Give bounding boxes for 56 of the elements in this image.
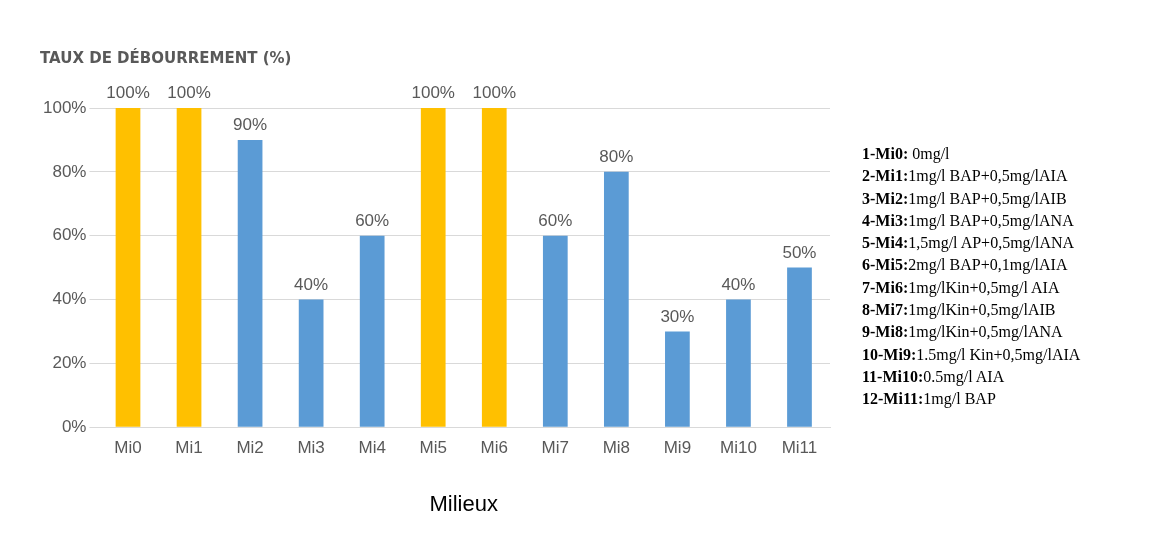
data-label: 100% xyxy=(167,83,211,103)
data-label: 30% xyxy=(660,306,695,326)
text: 4-Mi3:1mg/l BAP+0,5mg/lANA xyxy=(862,210,1075,232)
bar xyxy=(420,108,446,427)
x-tick-label: Mi10 xyxy=(720,438,757,458)
bar xyxy=(359,235,385,427)
text: 10-Mi9:1.5mg/l Kin+0,5mg/lAIA xyxy=(862,344,1081,366)
chart-title: TAUX DE DÉBOURREMENT (%) xyxy=(40,47,292,67)
data-label: 60% xyxy=(538,210,573,230)
data-label: 80% xyxy=(599,147,634,167)
x-tick-label: Mi11 xyxy=(781,438,818,458)
bar xyxy=(237,139,263,427)
bar xyxy=(603,171,629,427)
text: 5-Mi4:1,5mg/l AP+0,5mg/lANA xyxy=(862,233,1076,254)
x-tick-label: Mi6 xyxy=(480,438,508,458)
text: 11-Mi10:0.5mg/l AIA xyxy=(862,366,1006,388)
y-tick-label: 80% xyxy=(52,161,87,181)
data-label: 40% xyxy=(721,274,756,294)
x-tick-label: Mi0 xyxy=(114,438,142,458)
bar xyxy=(665,331,690,427)
bar xyxy=(176,108,202,427)
x-tick-label: Mi8 xyxy=(602,438,631,458)
text: 2-Mi1:1mg/l BAP+0,5mg/lAIA xyxy=(862,166,1069,187)
bar xyxy=(787,267,812,427)
y-tick-label: 0% xyxy=(61,416,87,436)
bar xyxy=(726,299,751,427)
data-label: 50% xyxy=(782,242,817,262)
data-label: 100% xyxy=(472,83,516,103)
text: 7-Mi6:1mg/lKin+0,5mg/l AIA xyxy=(862,277,1061,299)
data-label: 40% xyxy=(294,274,329,294)
y-tick-label: 20% xyxy=(52,353,87,373)
x-tick-label: Mi9 xyxy=(663,438,692,458)
text: 3-Mi2:1mg/l BAP+0,5mg/lAIB xyxy=(862,188,1068,210)
bar xyxy=(298,299,324,427)
y-tick-label: 60% xyxy=(52,225,87,245)
text: 8-Mi7:1mg/lKin+0,5mg/lAIB xyxy=(862,300,1057,321)
text: 1-Mi0: 0mg/l xyxy=(862,144,951,165)
bar xyxy=(542,235,568,427)
data-label: 100% xyxy=(106,83,150,103)
x-axis-title: Milieux xyxy=(429,490,498,516)
x-tick-label: Mi5 xyxy=(419,438,447,458)
text: 9-Mi8:1mg/lKin+0,5mg/lANA xyxy=(862,322,1064,343)
data-label: 100% xyxy=(411,83,455,103)
bar xyxy=(115,108,141,427)
data-label: 90% xyxy=(233,115,268,135)
text: 6-Mi5:2mg/l BAP+0,1mg/lAIA xyxy=(862,255,1069,276)
y-tick-label: 100% xyxy=(43,97,87,117)
x-tick-label: Mi2 xyxy=(236,438,264,458)
text: 12-Mi11:1mg/l BAP xyxy=(862,389,997,410)
data-label: 60% xyxy=(355,210,390,230)
y-tick-label: 40% xyxy=(52,289,87,309)
x-tick-label: Mi3 xyxy=(297,438,325,458)
bar xyxy=(481,108,507,427)
x-tick-label: Mi1 xyxy=(175,438,203,458)
x-tick-label: Mi7 xyxy=(541,438,570,458)
x-tick-label: Mi4 xyxy=(358,438,386,458)
